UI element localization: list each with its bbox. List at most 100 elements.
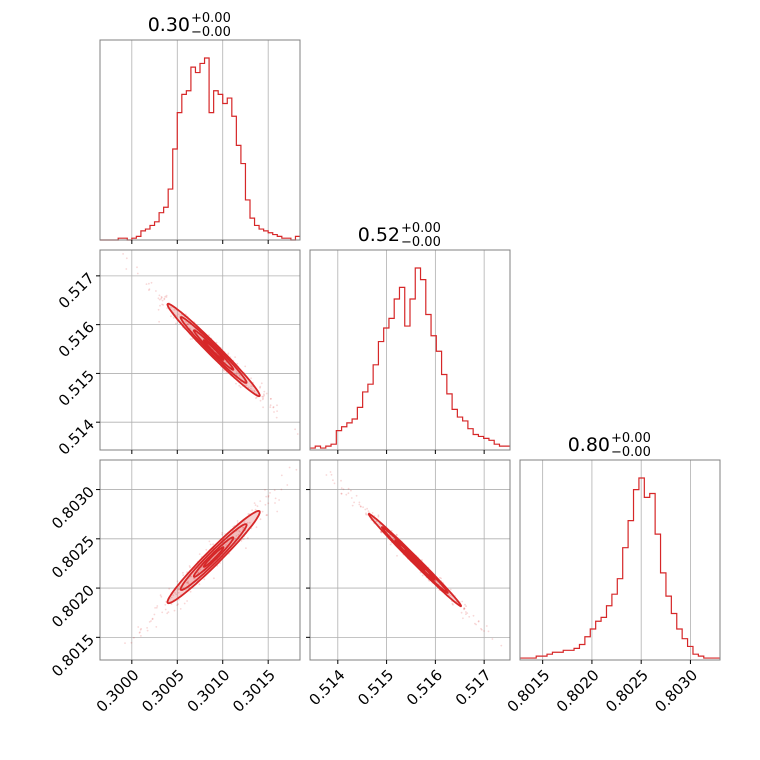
sample-point-1-0-197	[269, 398, 272, 400]
sample-point-2-0-178	[172, 594, 175, 597]
sample-point-1-0-234	[262, 397, 264, 400]
sample-point-2-0-100	[243, 521, 246, 523]
sample-point-2-0-31	[178, 588, 180, 591]
sample-point-2-0-161	[139, 631, 141, 633]
sample-point-1-0-145	[172, 317, 175, 319]
sample-point-1-0-51	[173, 309, 176, 311]
x-tick-label-3-2: 0.8025	[602, 666, 652, 716]
sample-point-2-0-200	[198, 553, 201, 555]
title-value-3: 0.80	[568, 434, 610, 456]
sample-point-1-0-4	[259, 386, 261, 389]
sample-point-1-0-231	[234, 356, 237, 358]
sample-point-2-1-154	[463, 607, 465, 609]
sample-point-2-1-37	[439, 576, 441, 579]
sample-point-2-1-108	[358, 501, 361, 504]
sample-point-2-0-194	[168, 587, 171, 590]
sample-point-2-1-123	[330, 473, 333, 476]
sample-point-2-0-92	[265, 514, 268, 517]
sample-point-2-0-201	[156, 605, 159, 607]
panel-bg-1-1	[310, 250, 510, 450]
sample-point-1-0-87	[122, 253, 124, 255]
sample-point-1-0-205	[158, 298, 161, 301]
sample-point-2-1-174	[477, 620, 480, 622]
x-tick-label-3-3: 0.8030	[651, 666, 701, 716]
sample-point-2-0-70	[185, 588, 187, 591]
sample-point-2-0-115	[146, 627, 149, 629]
sample-point-2-1-46	[340, 492, 343, 495]
sample-point-2-1-150	[477, 620, 480, 623]
sample-point-2-0-79	[266, 514, 268, 516]
sample-point-1-0-253	[272, 406, 275, 409]
sample-point-2-0-176	[167, 611, 170, 613]
sample-point-2-0-175	[198, 583, 201, 586]
sample-point-2-1-132	[452, 603, 454, 606]
sample-point-2-1-89	[365, 512, 367, 515]
sample-point-2-1-85	[465, 605, 467, 608]
panel-frame-2-0	[99, 459, 301, 661]
sample-point-2-0-181	[242, 538, 245, 540]
sample-point-1-0-189	[125, 257, 128, 260]
sample-point-1-0-23	[148, 282, 150, 285]
sample-point-2-0-212	[178, 585, 181, 588]
x-tick-label-2-1: 0.515	[354, 666, 397, 709]
sample-point-2-0-145	[177, 588, 180, 591]
sample-point-2-0-36	[205, 548, 208, 551]
sample-point-2-1-151	[449, 588, 452, 591]
sample-point-1-0-146	[136, 272, 139, 275]
sample-point-2-0-165	[251, 509, 254, 511]
sample-point-2-1-226	[480, 628, 483, 631]
sample-point-2-1-32	[487, 630, 490, 633]
panel-bg-0-0	[100, 40, 300, 240]
y-tick-label-2-0: 0.514	[55, 415, 98, 458]
sample-point-2-0-10	[267, 494, 270, 497]
sample-point-2-1-95	[465, 613, 467, 616]
sample-point-2-0-160	[183, 602, 186, 605]
sample-point-1-0-108	[187, 323, 190, 325]
sample-point-1-0-43	[250, 385, 253, 388]
sample-point-2-0-125	[238, 530, 240, 532]
sample-point-2-1-69	[468, 615, 471, 618]
title-plus-1: +0.00	[191, 11, 231, 26]
panel-frame-0-0	[99, 39, 301, 241]
title-minus-2: −0.00	[401, 235, 441, 250]
sample-point-2-0-118	[186, 581, 188, 584]
sample-point-2-0-248	[280, 488, 283, 491]
title-minus-3: −0.00	[611, 445, 651, 460]
sample-point-2-0-74	[186, 581, 189, 584]
sample-point-2-1-47	[472, 614, 475, 617]
sample-point-2-0-177	[179, 608, 182, 610]
sample-point-1-0-45	[208, 334, 210, 336]
sample-point-2-1-252	[389, 543, 392, 546]
sample-point-2-0-222	[274, 497, 277, 500]
sample-point-2-0-188	[154, 607, 157, 609]
sample-point-1-0-151	[157, 297, 160, 300]
sample-point-1-0-244	[150, 281, 153, 284]
sample-point-2-1-35	[367, 510, 370, 512]
y-tick-label-3-0: 0.8015	[48, 631, 98, 681]
sample-point-2-0-103	[155, 626, 158, 628]
title-plus-3: +0.00	[611, 431, 651, 446]
sample-point-2-1-134	[340, 487, 343, 489]
sample-point-2-0-46	[247, 513, 250, 515]
panel-frame-2-2	[519, 459, 721, 661]
contour-2-1-3	[404, 549, 426, 571]
sample-point-2-0-75	[159, 594, 162, 597]
sample-point-2-0-42	[177, 603, 179, 605]
sample-point-2-0-144	[178, 598, 180, 601]
sample-point-2-1-29	[480, 627, 482, 630]
sample-point-2-0-123	[264, 503, 267, 506]
sample-point-2-1-54	[463, 607, 466, 610]
sample-point-1-0-187	[159, 304, 161, 307]
sample-point-2-1-70	[465, 611, 467, 613]
sample-point-1-0-222	[247, 386, 250, 389]
sample-point-2-1-182	[463, 608, 465, 611]
x-tick-label-1-3: 0.3015	[229, 666, 279, 716]
x-tick-label-3-1: 0.8020	[553, 666, 603, 716]
sample-point-1-0-209	[263, 393, 265, 396]
sample-point-2-1-102	[421, 574, 424, 577]
sample-point-2-0-94	[259, 518, 262, 521]
sample-point-1-0-163	[250, 377, 253, 380]
x-tick-label-2-3: 0.517	[452, 666, 495, 709]
sample-point-2-0-249	[164, 603, 167, 606]
x-tick-label-2-0: 0.514	[305, 666, 348, 709]
